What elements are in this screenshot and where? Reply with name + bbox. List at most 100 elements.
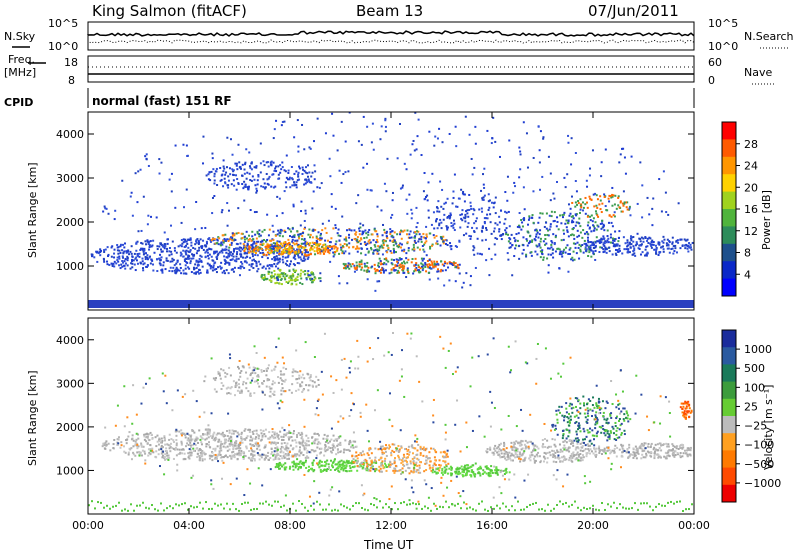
- power-echo: [372, 148, 375, 151]
- power-echo: [124, 300, 126, 308]
- power-echo: [233, 234, 236, 237]
- velocity-echo: [375, 468, 378, 471]
- power-echo: [270, 300, 272, 308]
- power-echo: [287, 252, 290, 255]
- power-echo: [190, 271, 193, 274]
- power-echo: [550, 253, 553, 256]
- power-echo: [399, 231, 402, 234]
- power-echo: [341, 215, 344, 218]
- power-echo: [224, 233, 227, 236]
- power-echo: [586, 185, 589, 188]
- power-echo: [232, 270, 235, 273]
- power-echo: [582, 251, 585, 254]
- power-echo: [389, 232, 392, 235]
- power-echo: [611, 237, 614, 240]
- velocity-echo: [355, 462, 358, 465]
- power-echo: [538, 233, 541, 236]
- power-echo: [652, 243, 655, 246]
- power-echo: [679, 238, 682, 241]
- power-echo: [245, 261, 248, 264]
- velocity-echo: [205, 428, 208, 431]
- velocity-echo: [175, 454, 178, 457]
- power-echo: [183, 206, 186, 209]
- velocity-echo: [279, 430, 282, 433]
- velocity-echo: [192, 429, 195, 432]
- power-echo: [209, 265, 212, 268]
- velocity-echo: [255, 432, 258, 435]
- velocity-echo: [183, 452, 186, 455]
- power-echo: [472, 207, 475, 210]
- power-echo: [642, 237, 645, 240]
- velocity-echo: [219, 444, 222, 447]
- velocity-echo: [309, 374, 312, 377]
- power-echo: [555, 180, 558, 183]
- velocity-echo: [496, 468, 499, 471]
- velocity-echo: [368, 447, 371, 450]
- power-echo: [348, 252, 351, 255]
- velocity-echo: [419, 447, 422, 450]
- power-echo: [414, 235, 417, 238]
- velocity-echo: [428, 464, 431, 467]
- power-echo: [231, 233, 234, 236]
- power-echo: [232, 239, 235, 242]
- power-echo: [275, 214, 278, 217]
- power-echo: [391, 240, 394, 243]
- power-echo: [361, 266, 364, 269]
- power-echo: [340, 120, 343, 123]
- power-echo: [385, 190, 388, 193]
- power-echo: [558, 267, 561, 270]
- velocity-echo: [365, 459, 368, 462]
- power-echo: [590, 300, 592, 308]
- power-echo: [454, 245, 457, 248]
- power-echo: [276, 258, 279, 261]
- power-echo: [544, 237, 547, 240]
- power-echo: [191, 253, 194, 256]
- velocity-echo: [299, 383, 302, 386]
- power-echo: [652, 197, 655, 200]
- velocity-echo: [352, 440, 355, 443]
- power-echo: [306, 175, 309, 178]
- power-echo: [243, 235, 246, 238]
- power-echo: [445, 239, 448, 242]
- power-echo: [248, 268, 251, 271]
- velocity-echo: [260, 369, 263, 372]
- power-echo: [169, 266, 172, 269]
- velocity-echo: [298, 449, 301, 452]
- power-echo: [304, 254, 307, 257]
- power-echo: [278, 249, 281, 252]
- power-echo: [431, 262, 434, 265]
- velocity-echo: [210, 454, 213, 457]
- velocity-echo: [149, 448, 152, 451]
- power-echo: [446, 244, 449, 247]
- power-echo: [260, 185, 263, 188]
- velocity-echo: [307, 456, 310, 459]
- power-echo: [522, 121, 525, 124]
- power-echo: [592, 225, 595, 228]
- velocity-echo: [356, 457, 359, 460]
- velocity-echo: [337, 435, 340, 438]
- power-echo: [301, 172, 304, 175]
- power-echo: [563, 248, 566, 251]
- power-echo: [600, 238, 603, 241]
- power-echo: [183, 240, 186, 243]
- velocity-echo: [248, 431, 251, 434]
- power-echo: [231, 235, 234, 238]
- power-echo: [197, 240, 200, 243]
- velocity-echo: [345, 464, 348, 467]
- power-echo: [355, 239, 358, 242]
- power-echo: [225, 248, 228, 251]
- power-echo: [565, 226, 568, 229]
- power-echo: [309, 233, 312, 236]
- power-echo: [258, 229, 261, 232]
- velocity-echo: [332, 460, 335, 463]
- power-echo: [641, 216, 644, 219]
- power-echo: [266, 238, 269, 241]
- velocity-echo: [232, 450, 235, 453]
- velocity-echo: [380, 456, 383, 459]
- velocity-echo: [149, 453, 152, 456]
- power-echo: [609, 241, 612, 244]
- power-echo: [148, 300, 150, 308]
- power-echo: [538, 244, 541, 247]
- power-echo: [194, 300, 196, 308]
